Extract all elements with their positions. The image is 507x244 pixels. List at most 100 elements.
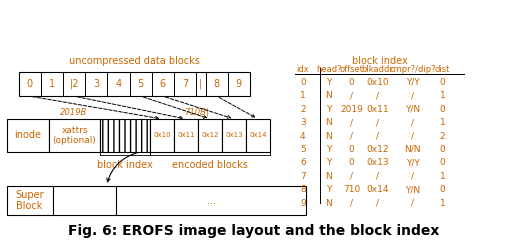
- Text: 9: 9: [236, 79, 242, 89]
- Text: N: N: [325, 132, 332, 141]
- Text: head?: head?: [316, 65, 342, 74]
- Text: 1: 1: [440, 91, 445, 100]
- Text: 9: 9: [300, 199, 306, 208]
- Text: 3: 3: [93, 79, 99, 89]
- Bar: [198, 119, 222, 152]
- Bar: [246, 119, 270, 152]
- Text: 0x11: 0x11: [177, 132, 195, 138]
- Text: /: /: [350, 172, 353, 181]
- Text: uncompressed data blocks: uncompressed data blocks: [69, 56, 200, 66]
- Text: xattrs
(optional): xattrs (optional): [53, 126, 96, 145]
- Text: 710B|: 710B|: [185, 108, 209, 117]
- Text: 0x12: 0x12: [367, 145, 389, 154]
- Text: blkaddr: blkaddr: [361, 65, 393, 74]
- Text: /: /: [350, 91, 353, 100]
- Text: encoded blocks: encoded blocks: [172, 160, 248, 170]
- Text: 0x11: 0x11: [367, 105, 389, 114]
- Text: ...: ...: [207, 195, 215, 205]
- Text: Y: Y: [326, 105, 332, 114]
- Text: 0: 0: [349, 78, 354, 87]
- Bar: [222, 119, 246, 152]
- Text: inode: inode: [14, 131, 41, 141]
- Text: 0: 0: [349, 158, 354, 167]
- Text: /: /: [350, 118, 353, 127]
- Text: 0: 0: [349, 145, 354, 154]
- Text: 0x14: 0x14: [367, 185, 389, 194]
- Text: 0: 0: [440, 185, 445, 194]
- Text: /: /: [376, 172, 379, 181]
- Bar: [150, 119, 174, 152]
- Bar: [100, 119, 150, 152]
- Text: 5: 5: [137, 79, 143, 89]
- Text: 0: 0: [440, 105, 445, 114]
- Text: 0: 0: [440, 78, 445, 87]
- Text: |: |: [199, 79, 202, 90]
- Text: idx: idx: [297, 65, 309, 74]
- Text: Y/N: Y/N: [405, 185, 420, 194]
- Text: 1: 1: [49, 79, 55, 89]
- Text: 4: 4: [300, 132, 306, 141]
- Text: offset: offset: [340, 65, 364, 74]
- Text: cmpr?/dip?: cmpr?/dip?: [389, 65, 436, 74]
- Text: 710: 710: [343, 185, 360, 194]
- Text: /: /: [376, 118, 379, 127]
- Text: 0x13: 0x13: [367, 158, 389, 167]
- Text: N: N: [325, 172, 332, 181]
- Bar: [19, 72, 250, 96]
- Text: 0: 0: [27, 79, 33, 89]
- Text: dist: dist: [435, 65, 450, 74]
- Text: 0: 0: [440, 158, 445, 167]
- Text: /: /: [350, 132, 353, 141]
- Text: Y/Y: Y/Y: [406, 158, 419, 167]
- Text: /: /: [411, 132, 414, 141]
- Text: Y/Y: Y/Y: [406, 78, 419, 87]
- Text: 0x10: 0x10: [154, 132, 171, 138]
- Text: /: /: [350, 199, 353, 208]
- Text: 0: 0: [440, 145, 445, 154]
- Text: 6: 6: [160, 79, 166, 89]
- Text: block index: block index: [352, 56, 408, 66]
- Text: 8: 8: [300, 185, 306, 194]
- Text: 1: 1: [440, 118, 445, 127]
- Text: 2019B: 2019B: [60, 108, 87, 117]
- Text: 1: 1: [440, 199, 445, 208]
- Bar: [7, 119, 49, 152]
- Bar: [7, 186, 306, 215]
- Text: 3: 3: [300, 118, 306, 127]
- Text: 0: 0: [300, 78, 306, 87]
- Text: 1: 1: [300, 91, 306, 100]
- Text: /: /: [376, 132, 379, 141]
- Text: Y: Y: [326, 185, 332, 194]
- Text: 5: 5: [300, 145, 306, 154]
- Text: Y/N: Y/N: [405, 105, 420, 114]
- Text: /: /: [376, 199, 379, 208]
- Text: 7: 7: [300, 172, 306, 181]
- Text: Y: Y: [326, 78, 332, 87]
- Text: /: /: [411, 91, 414, 100]
- Text: N: N: [325, 91, 332, 100]
- Bar: [49, 119, 100, 152]
- Text: Fig. 6: EROFS image layout and the block index: Fig. 6: EROFS image layout and the block…: [68, 224, 439, 238]
- Text: N: N: [325, 118, 332, 127]
- Text: 2: 2: [300, 105, 306, 114]
- Text: 1: 1: [440, 172, 445, 181]
- Text: Y: Y: [326, 158, 332, 167]
- Text: 6: 6: [300, 158, 306, 167]
- Text: /: /: [411, 172, 414, 181]
- Text: 4: 4: [116, 79, 122, 89]
- Text: 8: 8: [213, 79, 220, 89]
- Bar: [174, 119, 198, 152]
- Text: N/N: N/N: [404, 145, 421, 154]
- Text: N: N: [325, 199, 332, 208]
- Text: 0x14: 0x14: [249, 132, 267, 138]
- Text: 2: 2: [440, 132, 445, 141]
- Text: 0x10: 0x10: [367, 78, 389, 87]
- Text: block index: block index: [97, 160, 153, 170]
- Text: Y: Y: [326, 145, 332, 154]
- Text: 0x13: 0x13: [225, 132, 243, 138]
- Text: 7: 7: [182, 79, 188, 89]
- Text: /: /: [411, 118, 414, 127]
- Text: Super
Block: Super Block: [15, 190, 44, 211]
- Text: /: /: [376, 91, 379, 100]
- Text: /: /: [411, 199, 414, 208]
